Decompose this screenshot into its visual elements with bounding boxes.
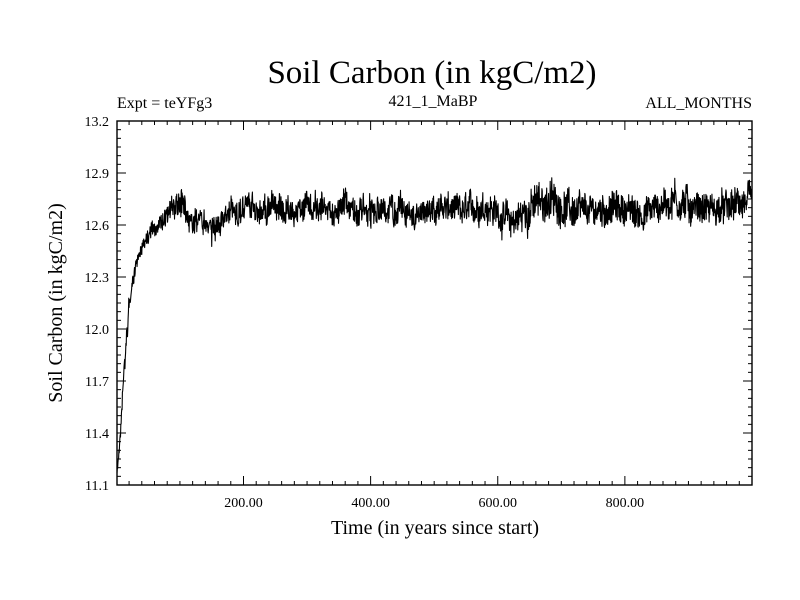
y-tick-label: 12.9 bbox=[85, 167, 110, 182]
y-tick-label: 12.3 bbox=[85, 271, 110, 286]
y-tick-label: 12.0 bbox=[85, 323, 110, 338]
x-axis-label: Time (in years since start) bbox=[331, 517, 539, 539]
x-tick-label: 400.00 bbox=[351, 496, 390, 511]
y-tick-label: 13.2 bbox=[85, 115, 110, 130]
run-label: 421_1_MaBP bbox=[389, 93, 478, 110]
y-tick-label: 11.7 bbox=[85, 375, 109, 390]
months-label: ALL_MONTHS bbox=[645, 95, 752, 112]
x-tick-label: 800.00 bbox=[606, 496, 645, 511]
experiment-label: Expt = teYFg3 bbox=[117, 95, 212, 112]
y-axis-label: Soil Carbon (in kgC/m2) bbox=[45, 203, 67, 402]
x-tick-label: 200.00 bbox=[224, 496, 263, 511]
y-tick-label: 11.1 bbox=[85, 479, 109, 494]
chart-title: Soil Carbon (in kgC/m2) bbox=[267, 55, 596, 91]
x-tick-label: 600.00 bbox=[478, 496, 517, 511]
series-layer bbox=[116, 177, 753, 473]
series-line-soil-carbon bbox=[116, 177, 753, 473]
ticks-layer: 11.1 11.4 11.7 12.0 12.3 12.6 12.9 13.2 200.00 40… bbox=[85, 115, 752, 511]
plot-frame bbox=[116, 120, 753, 486]
y-tick-label: 11.4 bbox=[85, 427, 109, 442]
y-tick-label: 12.6 bbox=[85, 219, 110, 234]
